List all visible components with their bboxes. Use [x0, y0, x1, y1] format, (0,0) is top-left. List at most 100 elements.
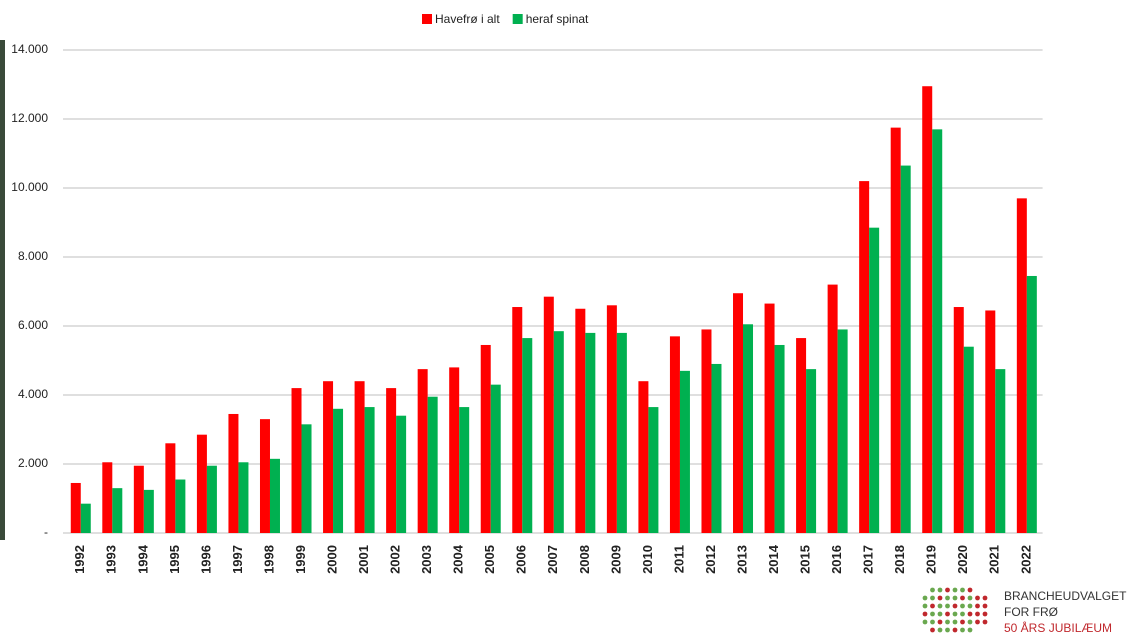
bar — [269, 458, 280, 533]
logo-dot — [937, 619, 943, 625]
bar — [679, 370, 690, 533]
bar — [364, 407, 375, 533]
x-tick-label: 1993 — [104, 545, 119, 574]
x-tick-label: 2012 — [703, 545, 718, 574]
x-tick-label: 1992 — [72, 545, 87, 574]
bar — [396, 415, 407, 533]
bar — [386, 388, 397, 533]
bar — [175, 479, 186, 533]
bar — [543, 296, 554, 533]
x-tick-label: 1998 — [261, 545, 276, 574]
bar — [1026, 275, 1037, 533]
logo-dot — [930, 595, 935, 601]
bar — [459, 407, 470, 533]
x-tick-label: 2014 — [766, 544, 781, 574]
logo-dot — [937, 627, 943, 633]
bar — [701, 329, 712, 533]
bar — [323, 381, 334, 533]
logo-dot — [952, 619, 958, 625]
bar — [638, 381, 649, 533]
y-tick-label: 8.000 — [18, 249, 48, 263]
logo-dot — [960, 595, 965, 601]
y-tick-label: 14.000 — [11, 42, 48, 56]
y-tick-label: 6.000 — [18, 318, 48, 332]
bar — [259, 419, 270, 533]
bar — [301, 424, 312, 533]
bar — [922, 86, 933, 533]
logo-dot — [975, 603, 980, 609]
logo-text: 50 ÅRS JUBILÆUM — [1004, 620, 1112, 635]
logo-dot — [945, 619, 950, 625]
logo-dot — [960, 619, 965, 625]
legend-swatch — [512, 14, 523, 24]
bar — [490, 384, 501, 533]
x-tick-label: 1999 — [293, 545, 308, 574]
x-tick-label: 2018 — [892, 545, 907, 574]
bar — [522, 338, 533, 533]
x-tick-label: 1997 — [230, 545, 245, 574]
x-tick-label: 2006 — [514, 545, 529, 574]
x-tick-label: 2011 — [671, 545, 686, 573]
bar — [616, 332, 627, 533]
x-tick-label: 2021 — [987, 545, 1002, 574]
bar — [953, 307, 964, 533]
bar — [196, 434, 207, 533]
x-tick-label: 2020 — [955, 545, 970, 574]
x-tick-label: 2013 — [734, 545, 749, 574]
logo-dot — [967, 611, 973, 617]
bar — [711, 363, 722, 533]
bar — [733, 293, 744, 533]
bar — [932, 129, 943, 533]
bar — [827, 284, 838, 533]
bar — [995, 369, 1006, 533]
logo-dot — [922, 619, 928, 625]
logo-dot — [982, 619, 988, 625]
logo-dot — [960, 587, 965, 593]
bar — [238, 462, 249, 533]
bar — [963, 346, 974, 533]
bar — [417, 369, 428, 533]
bar — [427, 396, 438, 533]
x-tick-label: 2015 — [798, 545, 813, 574]
logo-dot — [967, 587, 973, 593]
bar — [333, 408, 344, 533]
x-tick-label: 2002 — [388, 545, 403, 574]
x-tick-label: 2019 — [924, 545, 939, 574]
logo-dot — [945, 603, 950, 609]
logo-dot — [922, 603, 928, 609]
logo-dot — [952, 627, 958, 633]
bar — [869, 227, 880, 534]
bar — [648, 407, 659, 533]
bar — [102, 462, 113, 533]
bar — [70, 482, 81, 533]
x-tick-label: 2001 — [356, 545, 371, 574]
logo-dot — [967, 627, 973, 633]
logo-text: BRANCHEUDVALGET — [1004, 589, 1127, 603]
x-tick-label: 1994 — [135, 544, 150, 574]
x-tick-label: 1995 — [167, 545, 182, 574]
logo-dot — [945, 611, 950, 617]
bar — [837, 329, 848, 533]
bar — [354, 381, 365, 533]
bar — [449, 367, 460, 533]
logo-dot — [967, 595, 973, 601]
logo-dot — [982, 603, 988, 609]
x-tick-label: 2000 — [324, 545, 339, 574]
bar — [774, 344, 785, 533]
x-tick-label: 2005 — [482, 545, 497, 574]
logo-dot — [967, 619, 973, 625]
bar — [806, 369, 817, 533]
bar — [796, 338, 807, 533]
logo-dot — [960, 603, 965, 609]
bar — [143, 489, 154, 533]
bar — [133, 465, 144, 533]
bar — [764, 303, 775, 533]
bar — [480, 344, 491, 533]
logo-dot — [937, 603, 943, 609]
x-tick-label: 2010 — [640, 545, 655, 574]
logo-dot — [930, 603, 935, 609]
bar — [859, 181, 870, 533]
logo-dot — [945, 627, 950, 633]
logo-dot — [937, 595, 943, 601]
bar — [512, 307, 523, 533]
